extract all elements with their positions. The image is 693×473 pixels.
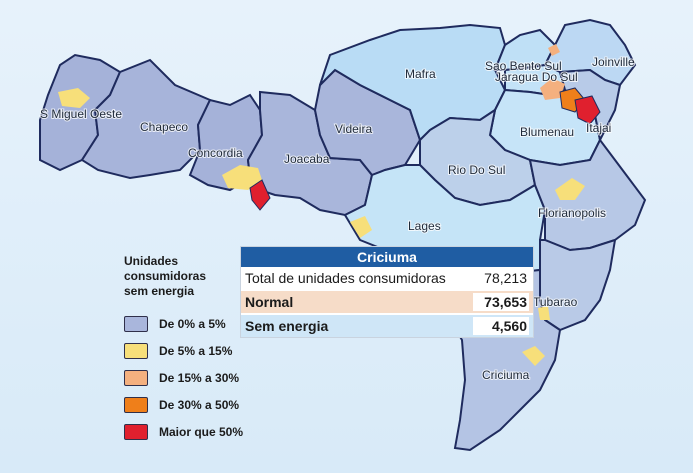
legend-label: De 5% a 15% xyxy=(159,343,233,358)
label-concordia: Concordia xyxy=(188,146,243,160)
region-tubarao[interactable] xyxy=(539,238,617,332)
label-s-miguel-oeste: S Miguel Oeste xyxy=(40,107,122,121)
legend-swatch xyxy=(124,369,148,386)
total-value: 78,213 xyxy=(484,270,527,286)
label-blumenau: Blumenau xyxy=(520,125,574,139)
normal-value: 73,653 xyxy=(473,293,529,311)
label-rio-do-sul: Rio Do Sul xyxy=(448,163,505,177)
legend-swatch xyxy=(124,423,148,440)
legend-item-5-15: De 5% a 15% xyxy=(124,337,284,364)
patch-itajai-red xyxy=(574,95,601,125)
label-lages: Lages xyxy=(408,219,441,233)
legend-title: Unidades consumidoras sem energia xyxy=(124,254,207,298)
label-criciuma: Criciuma xyxy=(482,368,530,382)
info-title: Criciuma xyxy=(241,247,533,267)
legend-item-maior-50: Maior que 50% xyxy=(124,418,284,445)
legend-item-0-5: De 0% a 5% xyxy=(124,310,284,337)
patch-s-miguel-yellow xyxy=(58,88,90,108)
legend-label: Maior que 50% xyxy=(159,424,244,439)
legend-item-30-50: De 30% a 50% xyxy=(124,391,284,418)
legend-label: De 15% a 30% xyxy=(159,370,240,385)
label-videira: Videira xyxy=(335,122,372,136)
label-jaragua: Jaragua Do Sul xyxy=(495,70,578,84)
patch-jaragua-peach xyxy=(540,78,565,100)
legend-swatch xyxy=(124,342,148,359)
label-florianopolis: Florianopolis xyxy=(538,206,606,220)
region-florianopolis[interactable] xyxy=(528,138,647,252)
patch-criciuma-yellow xyxy=(522,346,545,366)
label-chapeco: Chapeco xyxy=(140,120,188,134)
total-label: Total de unidades consumidoras xyxy=(245,270,446,286)
info-row-total: Total de unidades consumidoras 78,213 xyxy=(241,267,533,289)
sem-energia-value: 4,560 xyxy=(473,317,529,335)
label-sao-bento-sul: Sao Bento Sul xyxy=(485,59,562,73)
legend-swatch xyxy=(124,315,148,332)
label-itajai: Itajai xyxy=(586,121,611,135)
legend: Unidades consumidoras sem energia De 0% … xyxy=(124,254,284,445)
patch-florianopolis-yellow xyxy=(555,178,585,200)
label-tubarao: Tubarao xyxy=(533,295,578,309)
label-mafra: Mafra xyxy=(405,67,436,81)
patch-sao-bento-orange xyxy=(548,44,560,56)
info-row-normal: Normal 73,653 xyxy=(241,291,533,313)
normal-label: Normal xyxy=(245,294,294,310)
info-row-sem-energia: Sem energia 4,560 xyxy=(241,315,533,337)
legend-item-15-30: De 15% a 30% xyxy=(124,364,284,391)
region-info-box: Criciuma Total de unidades consumidoras … xyxy=(240,246,534,338)
patch-videira-yellow xyxy=(350,216,372,238)
sem-energia-label: Sem energia xyxy=(245,318,329,334)
legend-swatch xyxy=(124,396,148,413)
patch-concordia-red xyxy=(249,179,271,211)
label-joinville: Joinville xyxy=(592,55,635,69)
patch-tubarao-yellow xyxy=(538,306,550,320)
legend-label: De 30% a 50% xyxy=(159,397,240,412)
label-joacaba: Joacaba xyxy=(284,152,330,166)
legend-label: De 0% a 5% xyxy=(159,316,226,331)
patch-concordia-yellow xyxy=(222,165,262,190)
